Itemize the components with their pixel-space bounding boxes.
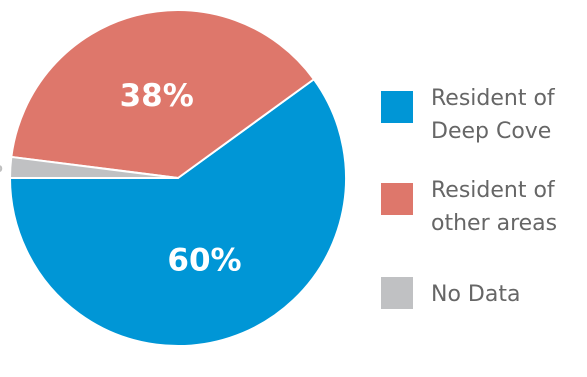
legend-label-no-data-line-1: No Data <box>431 282 520 307</box>
legend-swatch-resident-of-other-areas <box>381 183 413 215</box>
legend: Resident of Deep Cove Resident of other are… <box>381 86 557 309</box>
legend-label-resident-of-deep-cove-line-2: Deep Cove <box>431 119 551 144</box>
pie-labels: 60% 38% 2% <box>0 78 242 278</box>
pie-slice-no-data <box>9 155 179 179</box>
legend-label-resident-of-other-areas-line-2: other areas <box>431 211 557 236</box>
pie-label-no-data: 2% <box>0 157 3 177</box>
legend-label-resident-of-deep-cove-line-1: Resident of <box>431 86 556 111</box>
legend-label-resident-of-other-areas-line-1: Resident of <box>431 178 556 203</box>
pie-slice-resident-of-deep-cove <box>9 78 347 347</box>
pie-label-resident-of-deep-cove: 60% <box>167 242 241 278</box>
pie-slice-resident-of-other-areas <box>10 9 315 179</box>
pie-slices <box>9 9 347 347</box>
pie-label-resident-of-other-areas: 38% <box>120 78 194 114</box>
legend-swatch-resident-of-deep-cove <box>381 91 413 123</box>
legend-swatch-no-data <box>381 277 413 309</box>
